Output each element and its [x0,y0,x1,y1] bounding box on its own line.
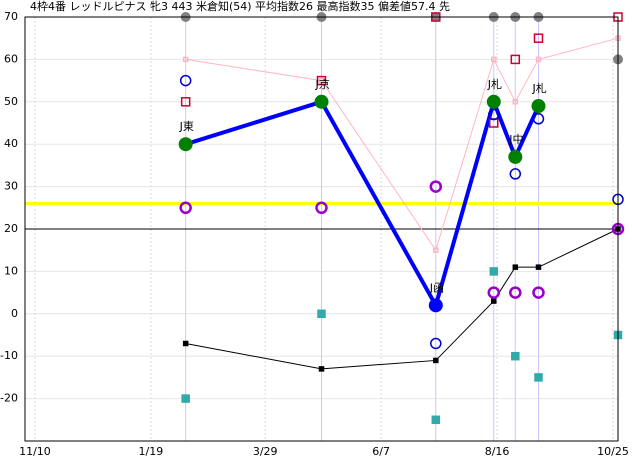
marker [509,286,522,299]
plot-frame [24,16,619,442]
marker [182,56,189,63]
y-tick-label: 70 [4,10,18,23]
marker [179,201,192,215]
marker [531,99,546,114]
x-tick-label: 10/25 [597,445,629,458]
marker [179,74,192,87]
race-label: J札 [487,78,502,91]
x-tick-label: 8/16 [485,445,510,458]
x-tick-label: 11/10 [19,445,51,458]
marker [533,33,544,43]
y-tick-label: 50 [4,95,18,108]
marker [182,340,189,347]
marker [428,298,443,313]
marker [178,137,193,152]
race-label: J京 [315,77,330,91]
marker [315,201,328,215]
y-tick-label: 10 [4,264,18,277]
marker [512,99,519,105]
marker [487,286,501,299]
marker [535,56,542,63]
marker [181,394,190,403]
y-tick-label: 20 [4,222,18,235]
y-tick-label: 60 [4,52,18,65]
series-line [185,37,619,252]
marker [491,298,497,304]
marker [509,168,522,180]
y-tick-label: -10 [0,349,18,362]
y-tick-label: -20 [0,392,18,405]
marker [316,75,327,86]
marker [314,94,329,109]
y-tick-label: 40 [4,137,18,150]
series-line [185,95,541,311]
x-tick-label: 3/29 [253,445,278,458]
x-tick-label: 6/7 [372,445,390,458]
marker [433,357,439,364]
marker [532,113,545,125]
marker [491,56,497,63]
series-line [185,228,619,370]
marker [512,264,519,270]
x-tick-label: 1/19 [139,445,164,458]
marker [510,54,521,65]
marker [429,180,443,193]
marker [318,77,325,84]
marker [532,286,545,299]
marker [433,247,439,253]
y-tick-label: 0 [11,307,18,320]
marker [535,264,542,270]
race-label: J札 [531,82,546,95]
marker [511,351,520,361]
marker [180,97,191,107]
marker [488,108,500,121]
marker [486,94,501,109]
chart-title: 4枠4番 レッドルピナス 牝3 443 米倉知(54) 平均指数26 最高指数3… [30,0,450,13]
race-label: J東 [179,120,194,133]
marker [534,373,543,382]
marker [318,366,325,372]
y-tick-label: 30 [4,180,18,193]
race-label: J函 [429,281,444,294]
marker [508,149,523,164]
marker [489,267,499,276]
race-label: J中 [508,133,523,146]
marker [317,309,326,319]
marker [431,415,441,425]
marker [430,337,442,350]
